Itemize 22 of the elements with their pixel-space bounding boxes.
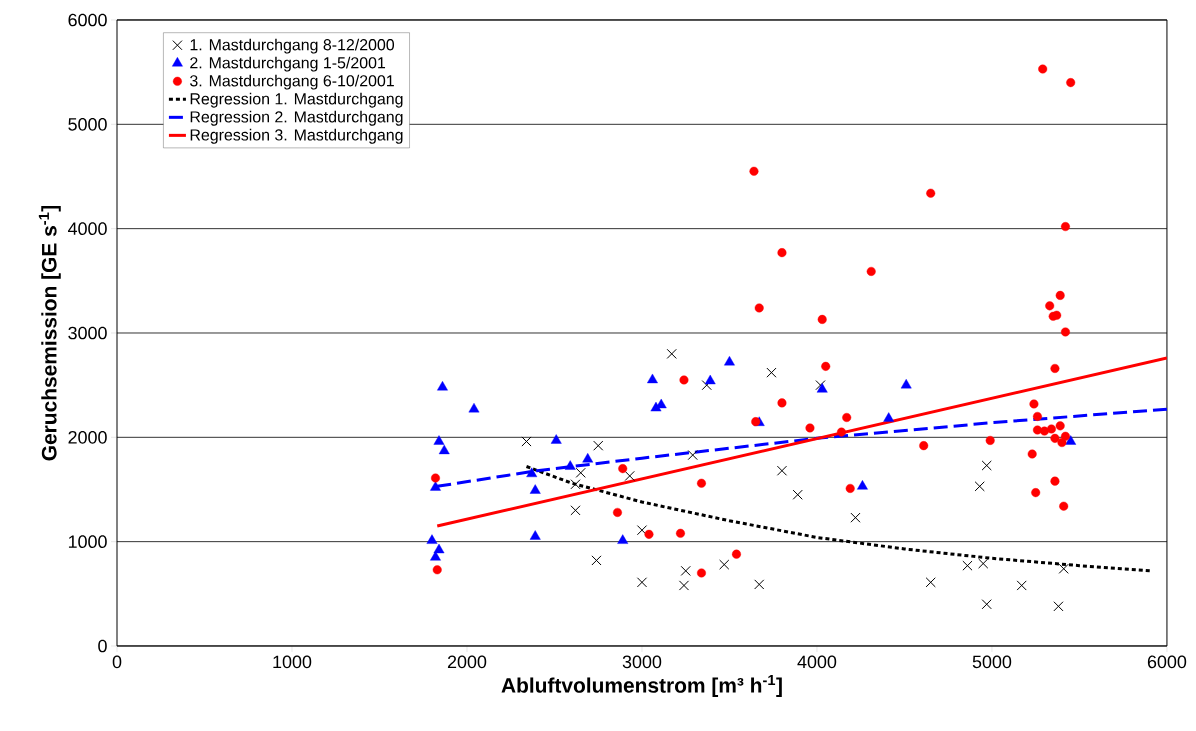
legend-label: Regression 2. Mastdurchgang: [190, 110, 403, 126]
legend-label: 3. Mastdurchgang 6-10/2001: [190, 74, 394, 90]
y-axis-title: Geruchsemission [GE s$^{-1}$]: [38, 205, 61, 461]
x-tick-label: 3000: [622, 655, 662, 669]
y-tick-label: 3000: [68, 326, 107, 340]
x-tick-label: 5000: [972, 655, 1012, 669]
legend-label: Regression 3. Mastdurchgang: [190, 128, 403, 144]
x-tick-label: 6000: [1147, 655, 1187, 669]
x-axis-title: Abluftvolumenstrom [m³ h$^{-1}$]: [501, 675, 782, 697]
y-tick-label: 1000: [68, 535, 107, 548]
y-tick-label: 2000: [68, 430, 107, 444]
legend-label: 1. Mastdurchgang 8-12/2000: [190, 38, 395, 54]
y-tick-label: 0: [98, 639, 107, 653]
x-tick-label: 4000: [797, 655, 837, 669]
x-tick-label: 2000: [447, 655, 487, 669]
y-tick-label: 5000: [68, 117, 107, 131]
x-tick-label: 1000: [273, 655, 312, 669]
x-tick-label: 0: [112, 655, 122, 669]
y-tick-label: 6000: [68, 13, 107, 27]
legend-label: Regression 1. Mastdurchgang: [190, 92, 403, 108]
y-tick-label: 4000: [68, 222, 107, 235]
legend-label: 2. Mastdurchgang 1-5/2001: [190, 56, 386, 72]
